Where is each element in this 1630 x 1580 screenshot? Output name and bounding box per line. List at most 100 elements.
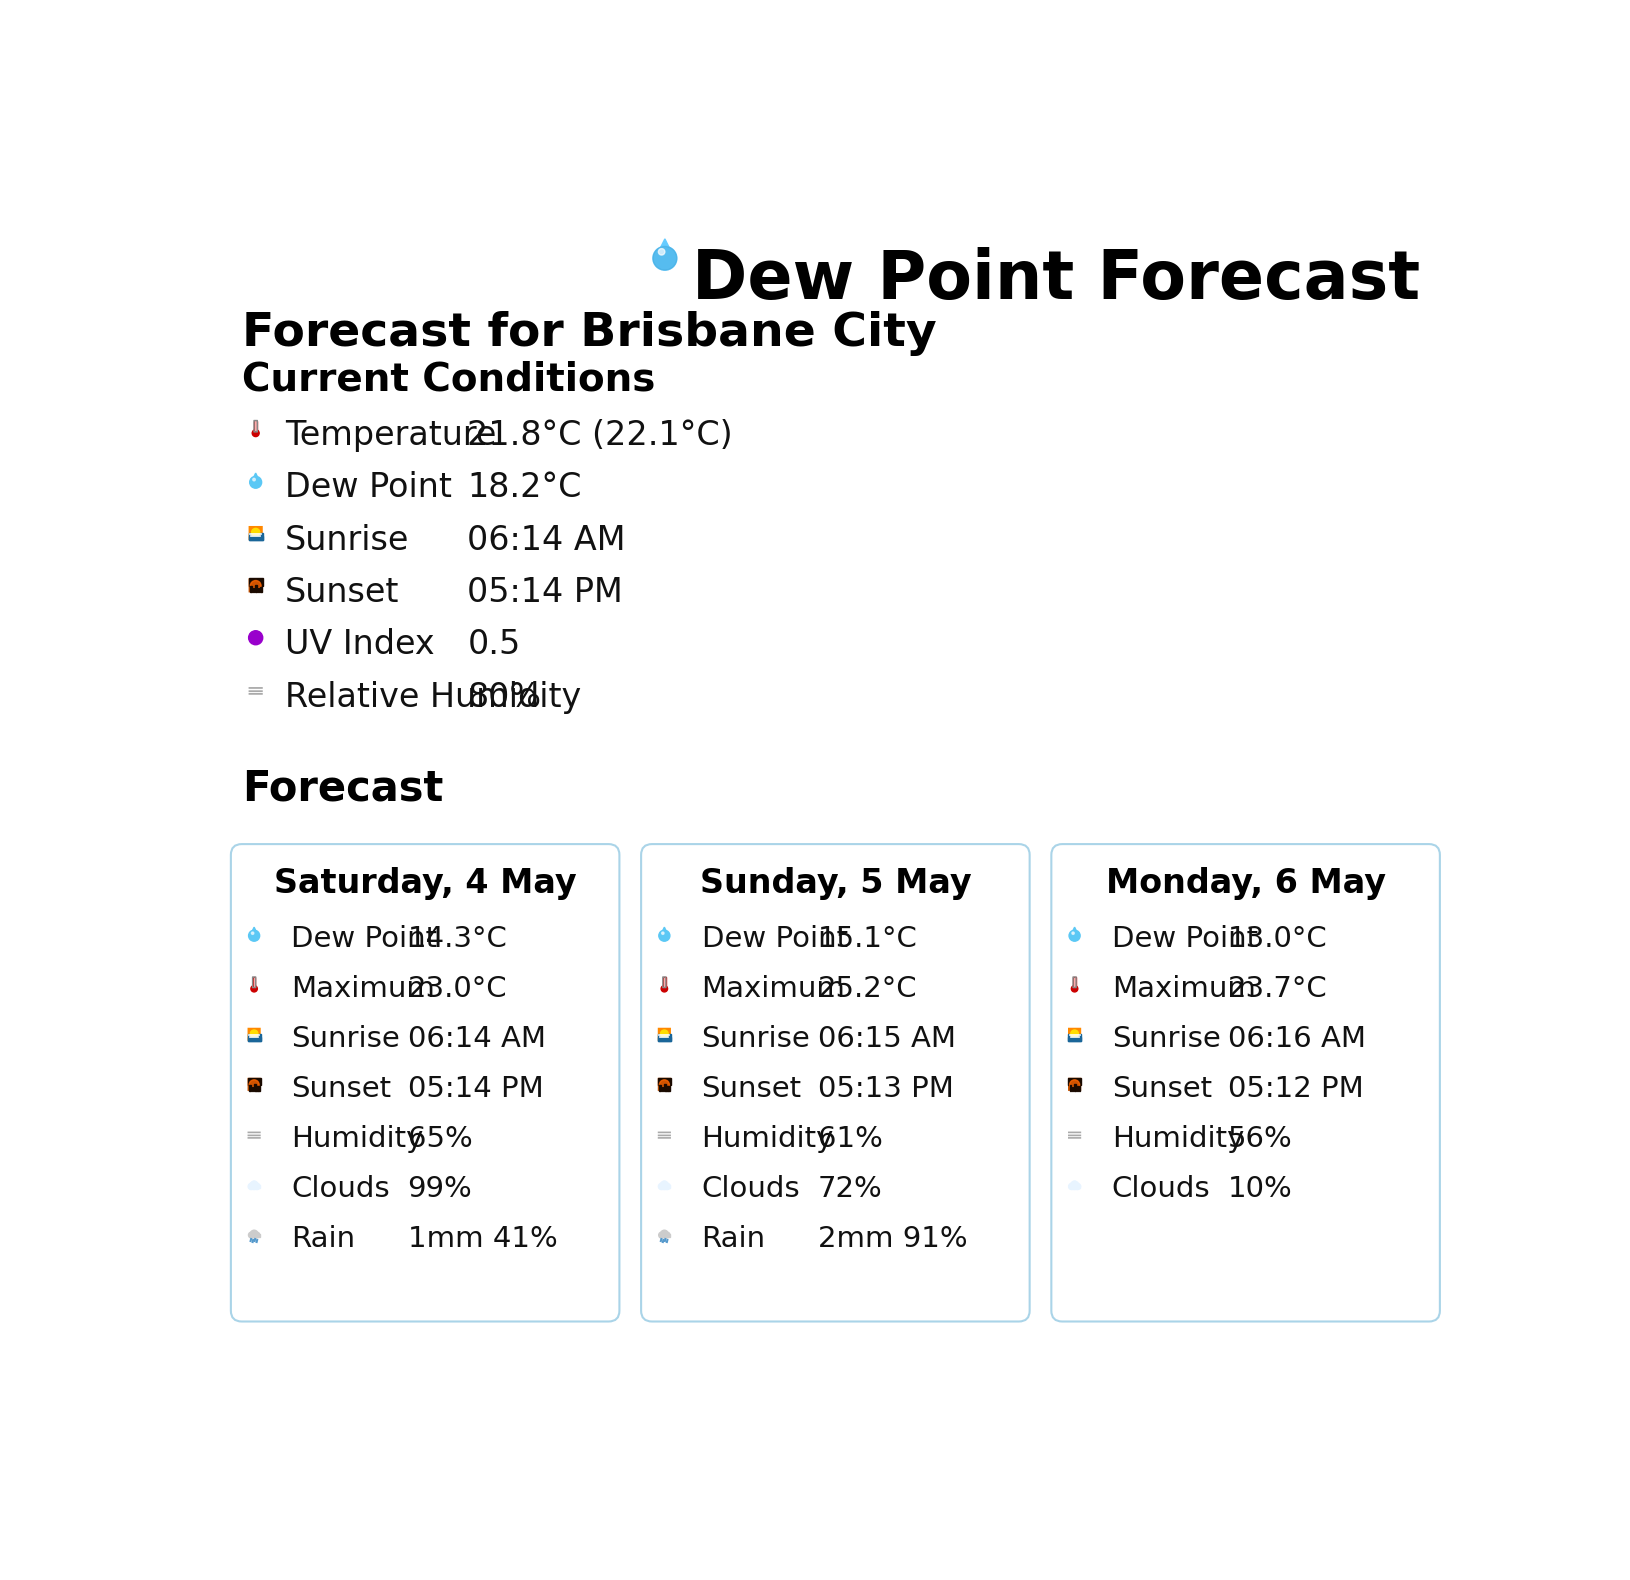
Bar	[1068, 1035, 1081, 1041]
Circle shape	[249, 630, 262, 645]
Circle shape	[662, 986, 668, 992]
Bar	[659, 1085, 662, 1090]
Bar	[248, 1036, 261, 1041]
Bar	[663, 978, 665, 988]
FancyBboxPatch shape	[659, 1027, 672, 1041]
FancyBboxPatch shape	[1068, 1078, 1081, 1090]
Text: Forecast: Forecast	[243, 768, 443, 809]
Circle shape	[251, 932, 254, 934]
FancyBboxPatch shape	[249, 526, 262, 540]
FancyBboxPatch shape	[659, 1078, 672, 1090]
Text: 05:14 PM: 05:14 PM	[468, 577, 623, 610]
Text: 18.2°C: 18.2°C	[468, 471, 582, 504]
Text: 06:16 AM: 06:16 AM	[1227, 1025, 1366, 1052]
Circle shape	[1074, 1183, 1081, 1190]
Text: Dew Point: Dew Point	[701, 924, 848, 953]
Bar	[248, 1035, 261, 1041]
Circle shape	[248, 1183, 254, 1190]
Text: Humidity: Humidity	[1112, 1125, 1244, 1153]
FancyBboxPatch shape	[249, 694, 262, 695]
Circle shape	[1069, 1183, 1074, 1190]
Circle shape	[660, 1182, 668, 1190]
Text: Sunset: Sunset	[285, 577, 399, 610]
Text: 15.1°C: 15.1°C	[818, 924, 918, 953]
Bar	[659, 1185, 670, 1188]
FancyBboxPatch shape	[248, 1131, 261, 1133]
Text: 06:14 AM: 06:14 AM	[408, 1025, 546, 1052]
Bar	[249, 536, 262, 540]
Bar	[663, 1084, 667, 1090]
Text: Rain: Rain	[292, 1224, 355, 1253]
Text: Monday, 6 May: Monday, 6 May	[1105, 867, 1386, 901]
Text: 13.0°C: 13.0°C	[1227, 924, 1328, 953]
Text: 56%: 56%	[1227, 1125, 1293, 1153]
Text: Sunset: Sunset	[292, 1074, 391, 1103]
Text: 1mm 41%: 1mm 41%	[408, 1224, 557, 1253]
Bar	[1069, 1085, 1071, 1090]
Bar	[1074, 1084, 1076, 1090]
Text: Maximum: Maximum	[1112, 975, 1255, 1003]
Text: Dew Point: Dew Point	[292, 924, 437, 953]
Bar	[251, 586, 253, 592]
Circle shape	[1073, 1182, 1077, 1187]
FancyBboxPatch shape	[231, 844, 619, 1321]
Circle shape	[251, 1030, 258, 1038]
Circle shape	[251, 528, 259, 537]
Text: Current Conditions: Current Conditions	[243, 360, 655, 398]
Text: 61%: 61%	[818, 1125, 883, 1153]
Circle shape	[249, 476, 262, 488]
Polygon shape	[655, 239, 673, 258]
Circle shape	[665, 1183, 670, 1190]
Text: 14.3°C: 14.3°C	[408, 924, 507, 953]
Circle shape	[1071, 1030, 1079, 1038]
FancyBboxPatch shape	[248, 1078, 261, 1090]
Circle shape	[248, 1232, 254, 1237]
FancyBboxPatch shape	[1068, 1138, 1081, 1139]
Text: Dew Point: Dew Point	[1112, 924, 1258, 953]
Bar	[659, 1035, 672, 1041]
Circle shape	[660, 1231, 668, 1237]
Text: 23.7°C: 23.7°C	[1227, 975, 1328, 1003]
Text: 06:14 AM: 06:14 AM	[468, 525, 626, 556]
Circle shape	[659, 931, 670, 942]
Text: 72%: 72%	[818, 1176, 882, 1204]
Circle shape	[251, 1231, 258, 1237]
Bar	[249, 578, 262, 586]
Bar	[668, 1085, 670, 1090]
Circle shape	[249, 1079, 259, 1090]
Bar	[659, 1078, 672, 1085]
Bar	[249, 1185, 259, 1188]
Circle shape	[253, 430, 259, 436]
Bar	[1074, 978, 1076, 988]
Polygon shape	[251, 927, 258, 935]
Circle shape	[1073, 932, 1074, 934]
Text: Forecast for Brisbane City: Forecast for Brisbane City	[243, 311, 937, 356]
Circle shape	[662, 932, 663, 934]
FancyBboxPatch shape	[249, 578, 262, 592]
Text: Temperature: Temperature	[285, 419, 497, 452]
Text: 05:14 PM: 05:14 PM	[408, 1074, 543, 1103]
Polygon shape	[251, 472, 259, 482]
Text: 21.8°C (22.1°C): 21.8°C (22.1°C)	[468, 419, 734, 452]
Text: Sunday, 5 May: Sunday, 5 May	[699, 867, 971, 901]
FancyBboxPatch shape	[659, 1138, 672, 1139]
FancyBboxPatch shape	[249, 690, 262, 692]
Text: Clouds: Clouds	[701, 1176, 800, 1204]
Text: 05:13 PM: 05:13 PM	[818, 1074, 954, 1103]
Circle shape	[654, 246, 676, 270]
Circle shape	[251, 1182, 256, 1187]
Text: Humidity: Humidity	[292, 1125, 424, 1153]
Circle shape	[253, 479, 256, 480]
Circle shape	[659, 248, 665, 254]
Text: Sunrise: Sunrise	[1112, 1025, 1221, 1052]
Circle shape	[1071, 986, 1077, 992]
FancyBboxPatch shape	[659, 1131, 672, 1133]
Circle shape	[659, 1232, 665, 1237]
FancyBboxPatch shape	[249, 687, 262, 689]
Circle shape	[251, 986, 258, 992]
Text: Saturday, 4 May: Saturday, 4 May	[274, 867, 577, 901]
Bar	[659, 1234, 670, 1237]
Bar	[249, 1085, 251, 1090]
FancyBboxPatch shape	[1068, 1131, 1081, 1133]
Circle shape	[660, 1030, 668, 1038]
